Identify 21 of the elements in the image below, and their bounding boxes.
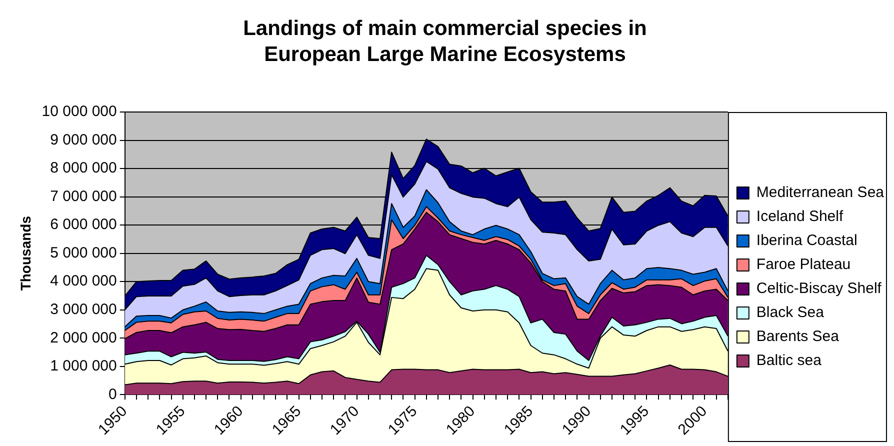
y-tick-label: 4 000 000 xyxy=(50,272,117,290)
y-tick-label: 3 000 000 xyxy=(50,301,117,318)
legend-label: Faroe Plateau xyxy=(756,256,851,274)
y-tick-label: 2 000 000 xyxy=(50,329,117,346)
legend-label: Barents Sea xyxy=(756,328,840,346)
legend-label: Mediterranean Sea xyxy=(756,184,885,202)
legend-label: Black Sea xyxy=(756,304,825,322)
y-tick-label: 1 000 000 xyxy=(50,358,117,375)
y-tick-label: 10 000 000 xyxy=(42,103,117,120)
legend-label: Iceland Shelf xyxy=(756,208,844,226)
y-tick-label: 6 000 000 xyxy=(50,216,117,234)
legend-label: Celtic-Biscay Shelf xyxy=(756,280,882,298)
y-tick-label: 0 xyxy=(108,386,117,403)
y-tick-label: 5 000 000 xyxy=(50,244,117,262)
legend-label: Baltic sea xyxy=(756,352,822,370)
legend-label: Iberina Coastal xyxy=(756,232,858,250)
y-axis-title: Thousands xyxy=(17,216,34,291)
y-tick-label: 7 000 000 xyxy=(50,188,117,205)
chart-title: Landings of main commercial species in European Large Marine Ecosystems xyxy=(242,16,648,68)
y-tick-label: 8 000 000 xyxy=(50,160,117,177)
y-tick-label: 9 000 000 xyxy=(50,131,117,148)
